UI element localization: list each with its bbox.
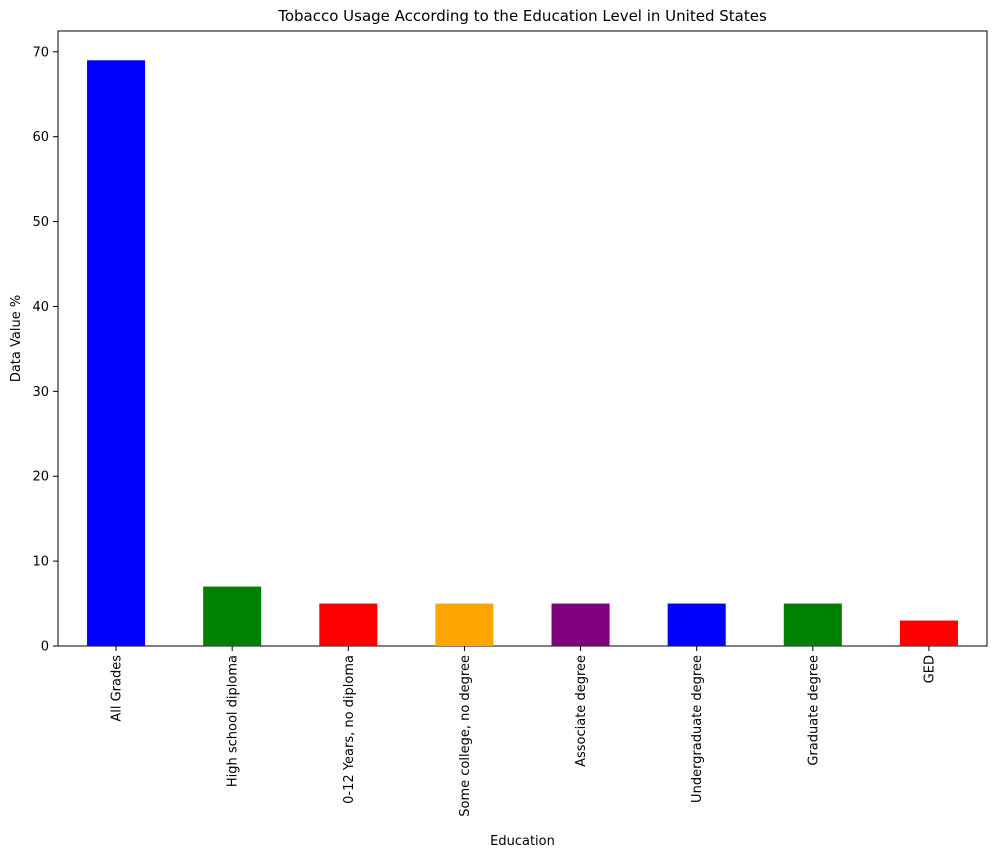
y-tick-label: 20 xyxy=(32,470,49,485)
y-tick-label: 40 xyxy=(32,300,49,315)
x-tick-label: High school diploma xyxy=(226,655,241,787)
bar-graduate-degree xyxy=(783,603,842,646)
y-tick-label: 0 xyxy=(41,640,49,655)
bar-high-school-diploma xyxy=(203,586,262,646)
x-tick-label: 0-12 Years, no diploma xyxy=(342,655,357,804)
x-tick-label: Undergraduate degree xyxy=(690,655,705,803)
chart-title: Tobacco Usage According to the Education… xyxy=(277,7,767,25)
y-tick-label: 30 xyxy=(32,385,49,400)
bar-associate-degree xyxy=(551,603,610,646)
plot-area: 0 10 20 30 40 50 60 70 All Grades High school di… xyxy=(32,30,988,817)
y-tick-label: 50 xyxy=(32,215,49,230)
x-tick-label: All Grades xyxy=(110,655,125,722)
x-tick-label: GED xyxy=(922,655,937,683)
y-tick-label: 10 xyxy=(32,555,49,570)
bar-some-college-no-degree xyxy=(435,603,494,646)
y-axis: 0 10 20 30 40 50 60 70 xyxy=(32,45,58,655)
y-tick-label: 60 xyxy=(32,130,49,145)
x-axis-label: Education xyxy=(490,834,555,849)
bars-layer xyxy=(87,60,958,647)
x-tick-label: Associate degree xyxy=(574,655,589,767)
x-tick-label: Graduate degree xyxy=(806,655,821,766)
x-axis: All Grades High school diploma 0-12 Years,… xyxy=(110,646,937,817)
x-tick-label: Some college, no degree xyxy=(458,655,473,817)
plot-frame xyxy=(57,30,988,647)
bar-all-grades xyxy=(87,60,146,647)
y-axis-label: Data Value % xyxy=(9,295,24,382)
y-tick-label: 70 xyxy=(32,45,49,60)
bar-ged xyxy=(899,620,958,646)
bar-undergraduate-degree xyxy=(667,603,726,646)
bar-0-12-years-no-diploma xyxy=(319,603,378,646)
